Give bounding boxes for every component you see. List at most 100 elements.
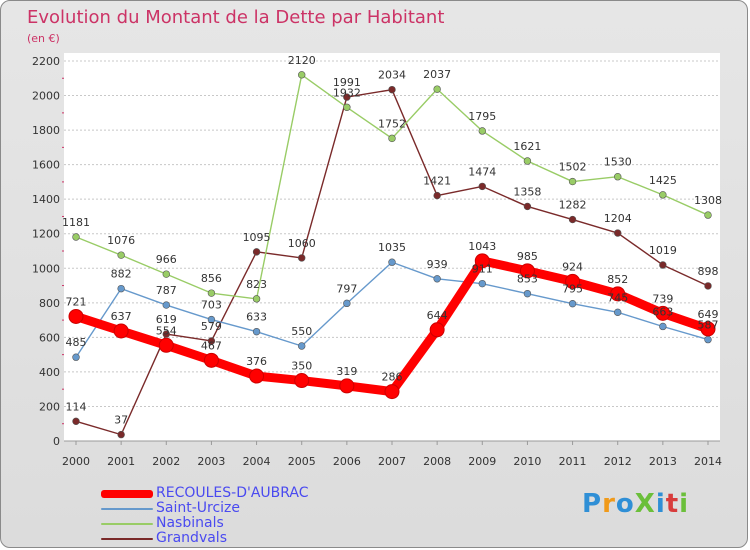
data-point: [162, 301, 170, 309]
data-point: [162, 330, 170, 338]
data-label: 1282: [559, 199, 587, 212]
x-tick-label: 2004: [243, 455, 271, 468]
data-label: 924: [562, 260, 583, 273]
data-point: [117, 284, 125, 293]
data-label: 1035: [378, 241, 406, 254]
x-tick-label: 2009: [468, 455, 496, 468]
data-label: 745: [607, 291, 628, 304]
data-point: [478, 279, 486, 288]
data-point: [704, 282, 712, 290]
logo-letter: P: [582, 489, 603, 519]
data-point: [113, 323, 129, 339]
y-tick-label: 2200: [32, 55, 60, 68]
data-label: 1076: [107, 234, 135, 247]
data-point: [203, 352, 219, 368]
data-label: 966: [156, 253, 177, 266]
data-point: [433, 275, 441, 283]
data-label: 823: [246, 278, 267, 291]
data-label: 1358: [513, 185, 541, 198]
chart-subtitle: (en €): [27, 32, 60, 45]
data-point: [655, 305, 671, 321]
data-label: 1991: [333, 76, 361, 89]
data-label: 852: [607, 273, 628, 286]
x-tick-label: 2005: [288, 455, 316, 468]
data-point: [68, 308, 84, 324]
logo-letter: i: [679, 489, 690, 519]
data-point: [298, 342, 306, 350]
data-point: [523, 202, 532, 211]
data-label: 554: [156, 324, 177, 337]
data-point: [523, 157, 532, 165]
legend-swatch: [101, 508, 153, 510]
data-label: 350: [291, 360, 312, 373]
data-point: [568, 177, 577, 186]
data-point: [565, 273, 581, 289]
data-point: [207, 289, 216, 297]
y-tick-label: 1600: [32, 159, 60, 172]
legend-swatch: [101, 523, 153, 525]
data-point: [298, 71, 306, 79]
data-label: 1795: [468, 110, 496, 123]
data-point: [614, 229, 622, 237]
data-point: [388, 85, 396, 94]
data-label: 637: [111, 310, 132, 323]
data-label: 467: [201, 339, 222, 352]
proxiti-logo: ProXiti: [582, 489, 689, 519]
x-tick-label: 2002: [152, 455, 180, 468]
y-tick-label: 1000: [32, 262, 60, 275]
x-tick-label: 2000: [62, 455, 90, 468]
chart-title: Evolution du Montant de la Dette par Hab…: [27, 7, 445, 28]
data-label: 853: [517, 273, 538, 286]
data-label: 911: [472, 263, 493, 276]
data-point: [343, 93, 351, 101]
x-tick-label: 2007: [378, 455, 406, 468]
logo-letter: t: [665, 489, 680, 519]
data-label: 1530: [604, 156, 632, 169]
data-point: [343, 103, 351, 111]
data-label: 1425: [649, 174, 677, 187]
data-label: 882: [111, 268, 132, 281]
x-tick-label: 2012: [604, 455, 632, 468]
data-label: 797: [336, 282, 357, 295]
data-point: [659, 322, 667, 331]
x-tick-label: 2008: [423, 455, 451, 468]
data-point: [252, 248, 261, 256]
data-point: [704, 211, 712, 219]
data-label: 550: [291, 325, 312, 338]
data-label: 485: [66, 336, 87, 349]
data-point: [523, 289, 532, 298]
data-label: 721: [66, 295, 87, 308]
data-point: [294, 373, 310, 389]
data-point: [700, 321, 716, 337]
data-point: [614, 173, 622, 181]
data-point: [474, 253, 490, 269]
data-label: 37: [114, 414, 128, 427]
data-label: 739: [652, 292, 673, 305]
legend-label: Nasbinals: [156, 515, 224, 531]
data-label: 2034: [378, 69, 406, 82]
x-tick-label: 2006: [333, 455, 361, 468]
data-point: [384, 384, 400, 400]
data-point: [249, 368, 265, 384]
data-point: [158, 337, 174, 353]
data-point: [117, 251, 125, 259]
legend-swatch: [101, 538, 153, 540]
data-label: 703: [201, 299, 222, 312]
data-label: 1095: [243, 231, 271, 244]
data-label: 649: [698, 308, 719, 321]
data-point: [478, 127, 486, 135]
y-tick-label: 2000: [32, 90, 60, 103]
x-tick-label: 2011: [559, 455, 587, 468]
data-point: [388, 258, 396, 266]
logo-letter: r: [602, 489, 616, 519]
data-label: 1421: [423, 175, 451, 188]
data-label: 114: [66, 400, 87, 413]
data-label: 1308: [694, 194, 722, 207]
data-point: [568, 299, 577, 308]
data-point: [252, 327, 261, 336]
y-tick-label: 400: [39, 366, 60, 379]
data-label: 1932: [333, 86, 361, 99]
data-label: 2037: [423, 68, 451, 81]
data-label: 787: [156, 284, 177, 297]
data-label: 319: [336, 365, 357, 378]
